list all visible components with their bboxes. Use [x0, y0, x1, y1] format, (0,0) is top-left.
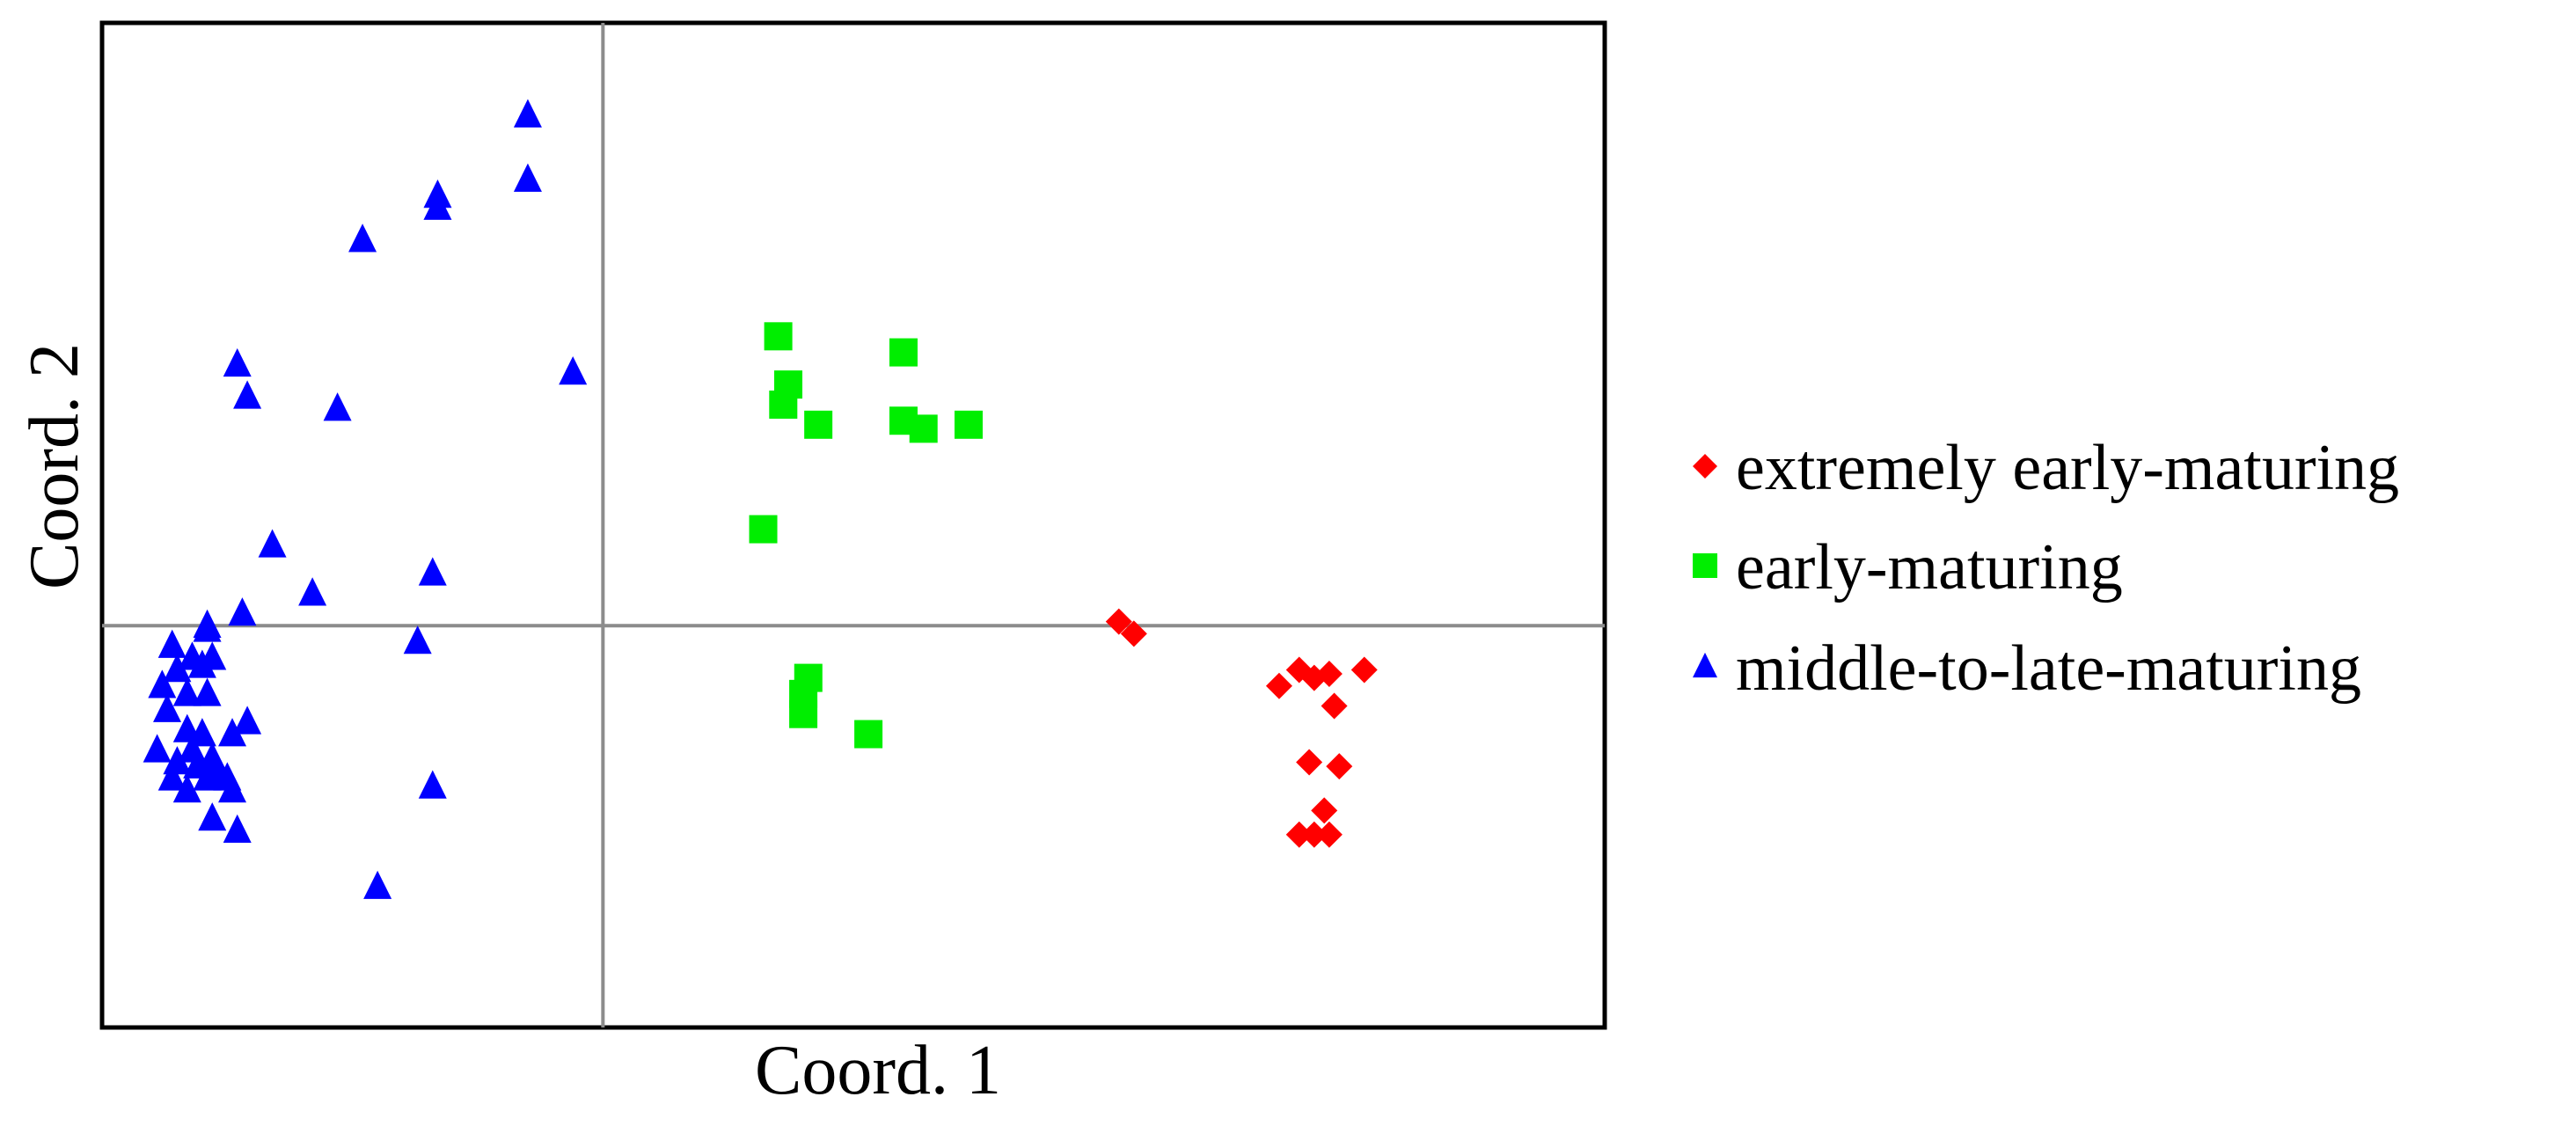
square-point: [789, 699, 818, 728]
triangle-point: [143, 734, 172, 763]
triangle-point: [218, 774, 247, 803]
diamond-point: [1300, 821, 1328, 848]
legend-item-1: extremely early-maturing: [1693, 432, 2399, 504]
legend-item-2: early-maturing: [1693, 531, 2123, 603]
triangle-point: [233, 706, 262, 735]
plot-area: [99, 20, 1607, 1030]
diamond-point: [1311, 797, 1338, 824]
triangle-point: [323, 392, 352, 421]
diamond-point: [1296, 749, 1323, 776]
triangle-point: [223, 347, 252, 377]
triangle-point: [163, 654, 192, 683]
triangle-point: [363, 870, 392, 899]
triangle-point: [157, 762, 187, 791]
square-point: [769, 390, 798, 419]
triangle-point: [198, 802, 227, 831]
triangle-point: [348, 223, 377, 252]
diamond-point: [1321, 692, 1348, 720]
legend-label: extremely early-maturing: [1736, 432, 2399, 504]
square-point: [749, 515, 778, 544]
diamond-point: [1326, 753, 1353, 780]
data-points: [143, 99, 1378, 899]
legend-square-marker: [1693, 553, 1717, 578]
diamond-point: [1285, 821, 1313, 848]
legend: extremely early-maturing early-maturing mi…: [1693, 432, 2399, 705]
triangle-point: [193, 762, 222, 791]
triangle-point: [298, 577, 327, 606]
square-point: [954, 410, 983, 439]
triangle-point: [513, 99, 542, 128]
triangle-point: [187, 649, 216, 678]
triangle-point: [418, 770, 447, 799]
triangle-point: [172, 677, 201, 706]
triangle-point: [403, 625, 432, 654]
series-3: [143, 99, 588, 899]
square-point: [764, 322, 793, 351]
diamond-point: [1315, 821, 1343, 848]
diamond-point: [1315, 661, 1343, 688]
diamond-point: [1105, 608, 1132, 635]
legend-label: middle-to-late-maturing: [1736, 632, 2361, 705]
triangle-point: [233, 380, 262, 409]
legend-item-3: middle-to-late-maturing: [1693, 632, 2361, 705]
triangle-point: [258, 529, 287, 558]
triangle-point: [228, 597, 257, 626]
diamond-point: [1120, 620, 1147, 647]
legend-diamond-marker: [1693, 454, 1717, 479]
triangle-point: [193, 677, 222, 706]
triangle-point: [172, 713, 201, 742]
triangle-point: [153, 693, 182, 722]
series-1: [1105, 608, 1378, 848]
triangle-point: [223, 814, 252, 843]
square-point: [889, 338, 918, 367]
y-axis-label: Coord. 2: [16, 343, 93, 589]
square-point: [854, 720, 883, 749]
triangle-point: [418, 557, 447, 586]
triangle-point: [513, 163, 542, 192]
triangle-point: [423, 191, 452, 220]
diamond-point: [1350, 656, 1378, 684]
square-point: [804, 410, 833, 439]
diamond-point: [1265, 672, 1292, 699]
triangle-point: [559, 356, 588, 385]
x-axis-label: Coord. 1: [755, 1032, 1001, 1109]
triangle-point: [172, 774, 201, 803]
square-point: [909, 414, 938, 443]
plot-frame: [99, 20, 1607, 1030]
legend-label: early-maturing: [1736, 531, 2123, 603]
series-2: [749, 322, 983, 749]
triangle-point: [157, 629, 187, 658]
legend-triangle-marker: [1693, 652, 1717, 678]
triangle-point: [218, 718, 247, 747]
triangle-point: [148, 669, 177, 698]
triangle-point: [193, 609, 222, 638]
